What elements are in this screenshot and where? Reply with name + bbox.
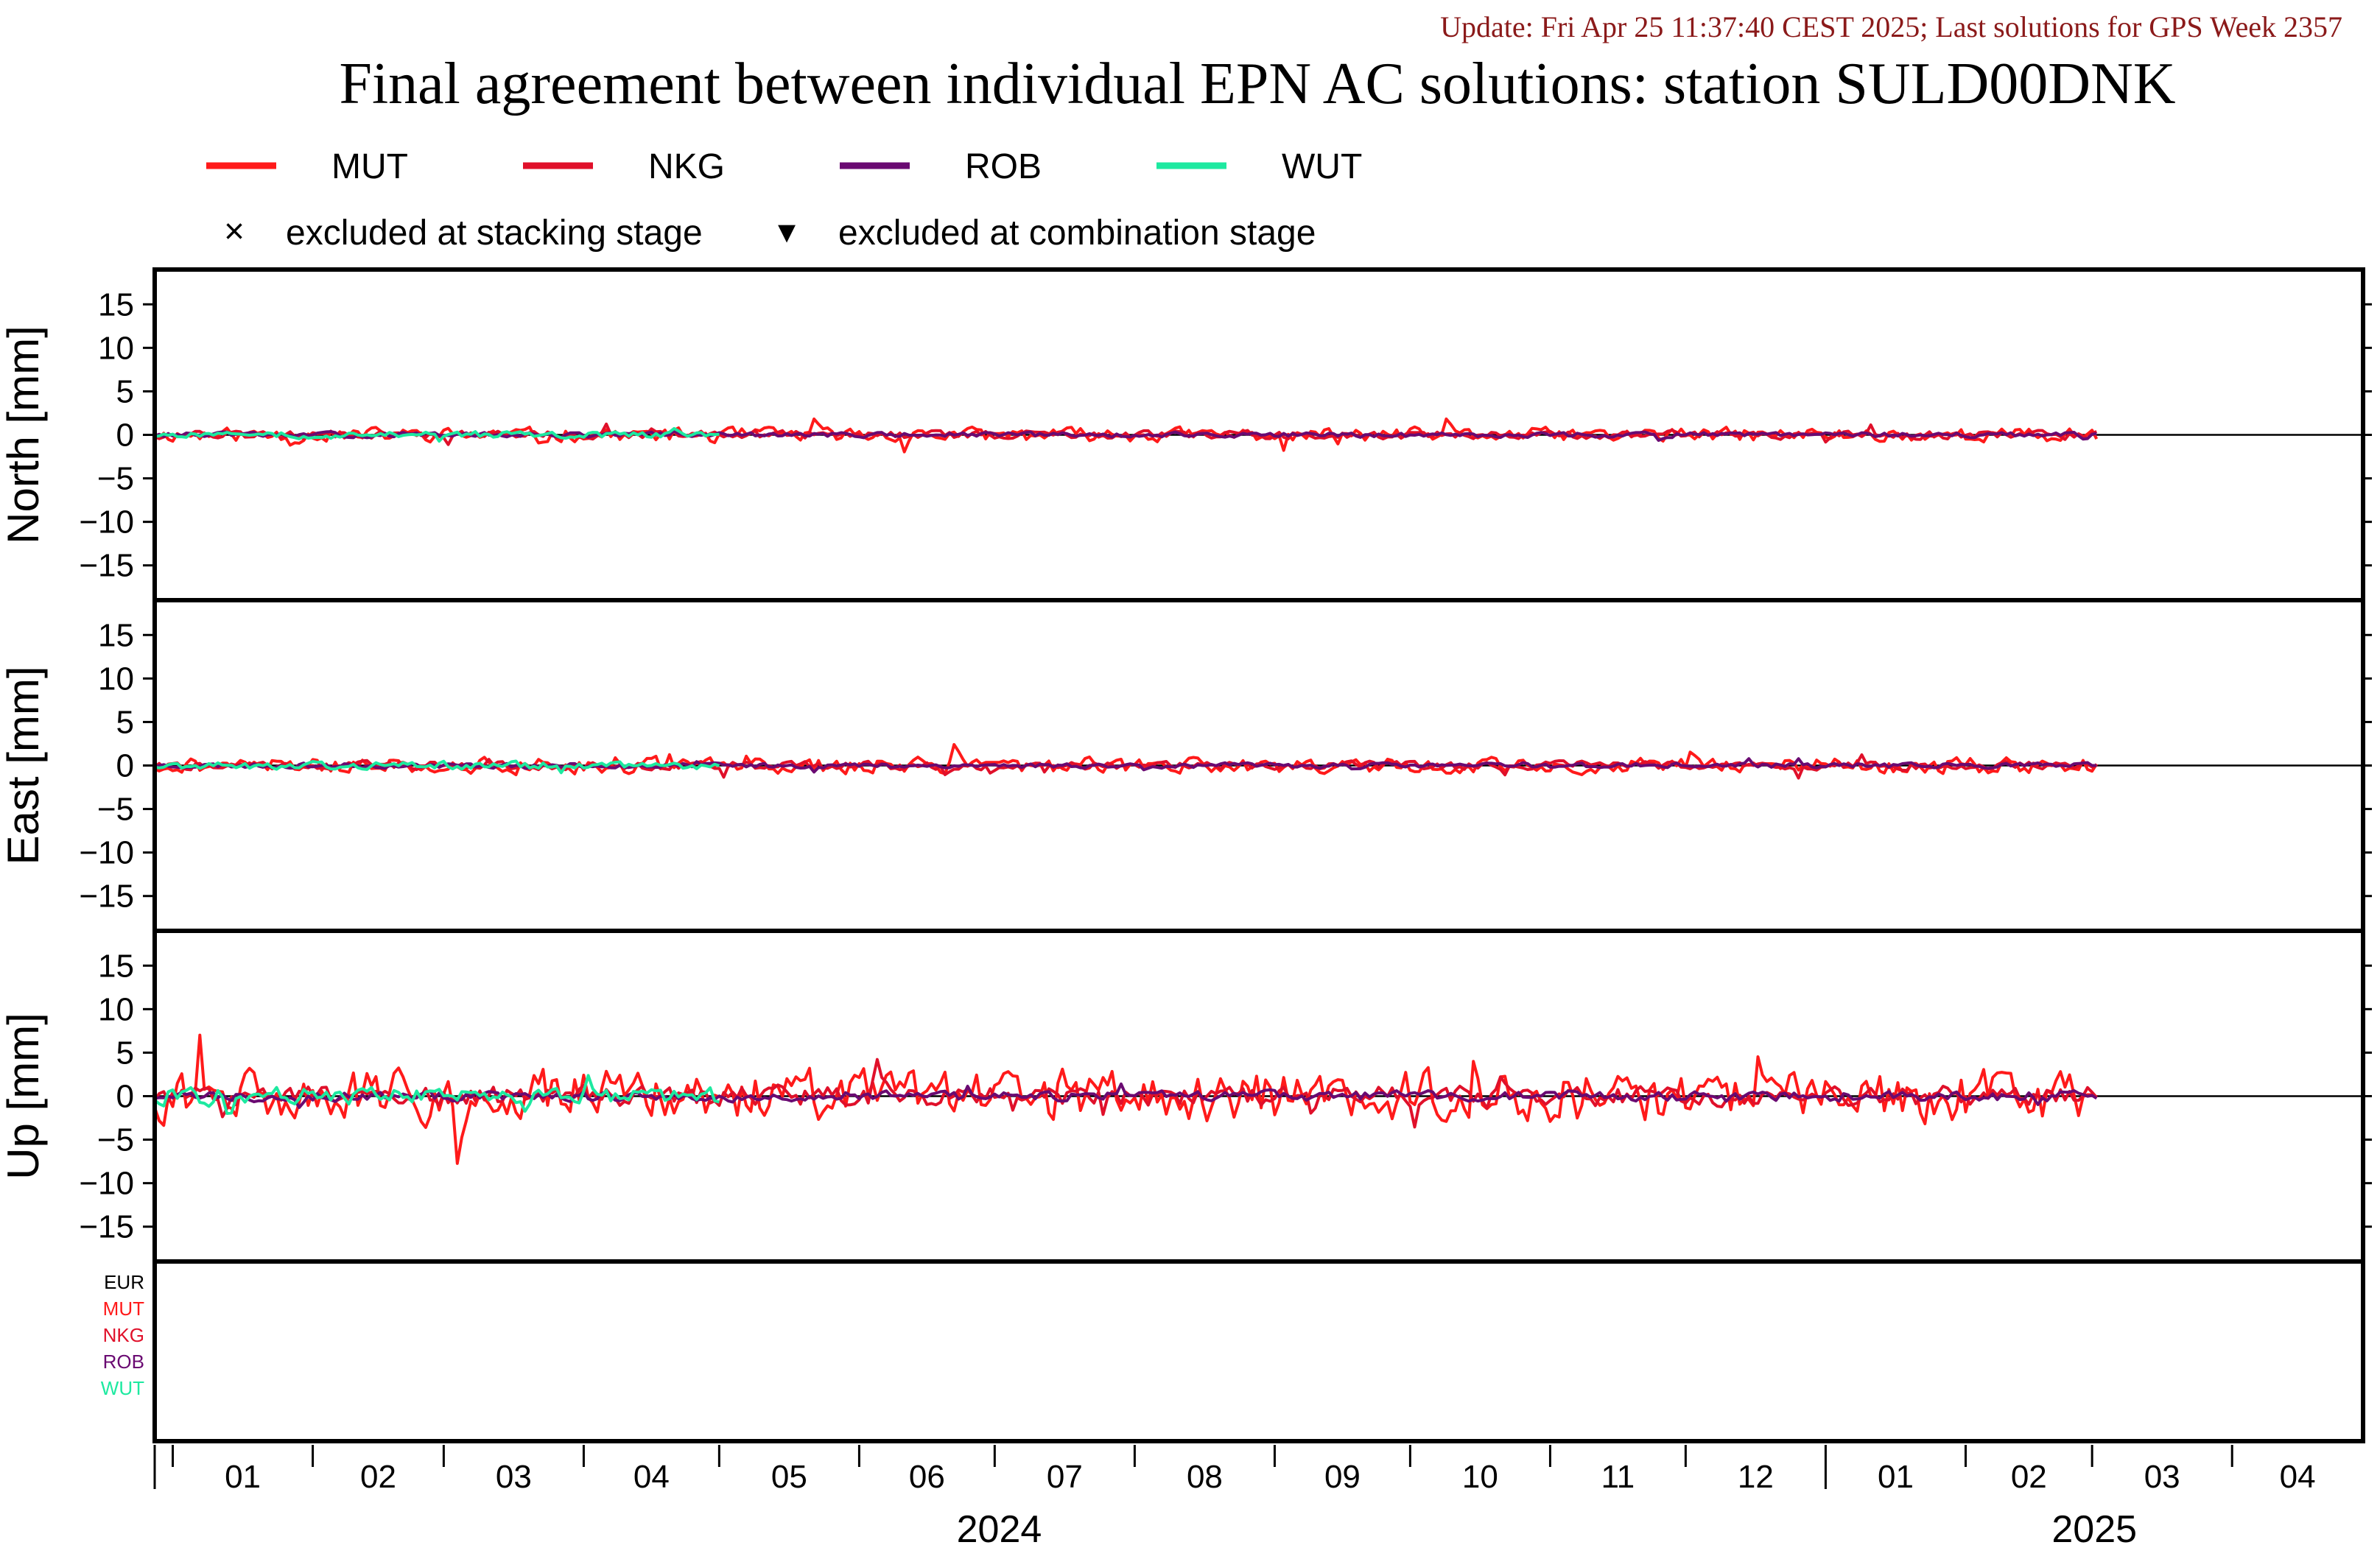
panel-1: 15 10 5 0 −5 −10 −15 East [mm] bbox=[0, 598, 2372, 933]
y-tick-label: 10 bbox=[98, 330, 134, 366]
y-tick-label: −5 bbox=[97, 1122, 134, 1158]
x-month-label: 04 bbox=[2280, 1459, 2316, 1495]
y-tick-label: 10 bbox=[98, 661, 134, 697]
ac-list-item-nkg: NKG bbox=[103, 1324, 144, 1346]
y-tick-label: −15 bbox=[79, 879, 134, 915]
ac-list: EUR MUT NKG ROB WUT bbox=[101, 1271, 144, 1399]
x-month-label: 12 bbox=[1738, 1459, 1774, 1495]
ac-list-item-mut: MUT bbox=[103, 1298, 144, 1320]
legend-marker-label: excluded at combination stage bbox=[838, 214, 1316, 253]
ac-list-item-eur: EUR bbox=[104, 1271, 144, 1293]
y-tick-label: 15 bbox=[98, 617, 134, 653]
y-axis-label: East [mm] bbox=[0, 666, 48, 865]
x-month-label: 07 bbox=[1047, 1459, 1083, 1495]
x-month-label: 05 bbox=[771, 1459, 807, 1495]
series-line-wut bbox=[154, 759, 720, 775]
y-tick-label: 10 bbox=[98, 991, 134, 1027]
x-month-label: 02 bbox=[360, 1459, 396, 1495]
y-tick-label: 5 bbox=[116, 704, 134, 740]
y-tick-label: 15 bbox=[98, 286, 134, 323]
panel-0: 15 10 5 0 −5 −10 −15 North [mm] bbox=[0, 267, 2372, 602]
x-month-label: 01 bbox=[1878, 1459, 1914, 1495]
y-tick-label: −10 bbox=[79, 504, 134, 541]
y-tick-label: 0 bbox=[116, 418, 134, 454]
legend-label-mut: MUT bbox=[331, 147, 408, 186]
x-month-label: 06 bbox=[909, 1459, 945, 1495]
y-tick-label: 5 bbox=[116, 373, 134, 409]
panels: 15 10 5 0 −5 −10 −15 North [mm] 15 10 5 0 −5 −10 −15 Ea… bbox=[0, 267, 2372, 1443]
triangle-marker-icon: ▾ bbox=[778, 212, 796, 251]
ac-list-item-wut: WUT bbox=[101, 1377, 144, 1399]
ac-list-item-rob: ROB bbox=[103, 1351, 144, 1373]
legend: MUT NKG ROB WUT × excluded at stacking stage ▾… bbox=[206, 147, 1362, 253]
y-tick-label: −5 bbox=[97, 461, 134, 497]
x-month-label: 10 bbox=[1462, 1459, 1498, 1495]
x-month-label: 08 bbox=[1187, 1459, 1223, 1495]
chart-title: Final agreement between individual EPN A… bbox=[339, 52, 2175, 116]
y-tick-label: −10 bbox=[79, 835, 134, 871]
x-month-label: 02 bbox=[2011, 1459, 2047, 1495]
x-month-label: 01 bbox=[225, 1459, 261, 1495]
y-tick-label: −10 bbox=[79, 1166, 134, 1202]
x-axis: 01 02 03 04 05 06 07 08 09 10 11 12 01 02 03 04 2024 2025 bbox=[153, 1445, 2316, 1545]
y-tick-label: 5 bbox=[116, 1035, 134, 1071]
x-year-label: 2024 bbox=[957, 1508, 1042, 1545]
update-text: Update: Fri Apr 25 11:37:40 CEST 2025; L… bbox=[1440, 10, 2342, 43]
y-axis-label: North [mm] bbox=[0, 325, 48, 544]
series-line-nkg bbox=[153, 753, 2098, 780]
x-month-label: 11 bbox=[1601, 1459, 1635, 1495]
y-tick-label: 15 bbox=[98, 948, 134, 984]
y-axis-label: Up [mm] bbox=[0, 1013, 48, 1180]
x-year-label: 2025 bbox=[2051, 1508, 2137, 1545]
x-month-label: 03 bbox=[496, 1459, 532, 1495]
series-line-rob bbox=[154, 757, 2097, 774]
x-month-label: 09 bbox=[1324, 1459, 1361, 1495]
x-month-label: 03 bbox=[2144, 1459, 2180, 1495]
panel-2: 15 10 5 0 −5 −10 −15 Up [mm] bbox=[0, 929, 2372, 1264]
y-tick-label: 0 bbox=[116, 748, 134, 784]
legend-marker-label: excluded at stacking stage bbox=[286, 214, 703, 253]
legend-label-nkg: NKG bbox=[648, 147, 725, 186]
series-line-wut bbox=[154, 426, 720, 443]
legend-label-wut: WUT bbox=[1282, 147, 1362, 186]
cross-marker-icon: × bbox=[224, 212, 245, 251]
y-tick-label: −15 bbox=[79, 1209, 134, 1245]
y-tick-label: 0 bbox=[116, 1079, 134, 1115]
series-line-wut bbox=[153, 1074, 720, 1115]
series-line-mut bbox=[154, 743, 2098, 776]
y-tick-label: −15 bbox=[79, 548, 134, 584]
y-tick-label: −5 bbox=[97, 792, 134, 828]
legend-label-rob: ROB bbox=[965, 147, 1042, 186]
x-month-label: 04 bbox=[633, 1459, 670, 1495]
ac-panel-frame bbox=[152, 1259, 2365, 1443]
